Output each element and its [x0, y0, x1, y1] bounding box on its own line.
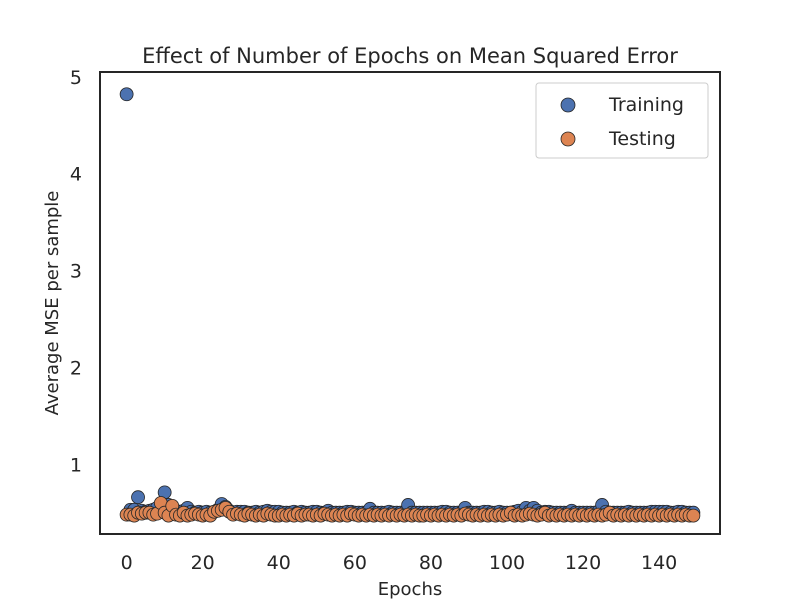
legend-box: [535, 82, 709, 159]
training-point: [131, 490, 145, 505]
x-tick-label: 100: [489, 552, 525, 574]
x-tick-label: 60: [343, 552, 367, 574]
legend-marker-training: [560, 97, 576, 113]
series-testing: [119, 496, 701, 523]
x-tick-label: 0: [121, 552, 133, 574]
x-tick-label: 80: [419, 552, 443, 574]
x-axis-title: Epochs: [378, 579, 443, 600]
legend: Training Testing: [535, 82, 709, 159]
x-tick-label: 140: [641, 552, 677, 574]
y-axis: 1 2 3 4 5: [70, 67, 82, 476]
training-point: [119, 87, 134, 102]
y-tick-label: 4: [70, 164, 82, 186]
y-axis-title: Average MSE per sample: [42, 191, 63, 416]
legend-label-training: Training: [608, 94, 684, 116]
x-tick-label: 20: [191, 552, 215, 574]
legend-label-testing: Testing: [608, 128, 676, 150]
y-tick-label: 2: [70, 357, 82, 379]
y-tick-label: 5: [70, 67, 82, 89]
testing-point: [686, 508, 701, 523]
chart-title: Effect of Number of Epochs on Mean Squar…: [142, 44, 678, 68]
data-points: [119, 87, 701, 523]
x-tick-label: 40: [267, 552, 291, 574]
x-tick-label: 120: [565, 552, 601, 574]
legend-marker-testing: [560, 131, 576, 147]
x-axis: 0 20 40 60 80 100 120 140: [121, 552, 678, 574]
y-tick-label: 1: [70, 454, 82, 476]
y-tick-label: 3: [70, 261, 82, 283]
